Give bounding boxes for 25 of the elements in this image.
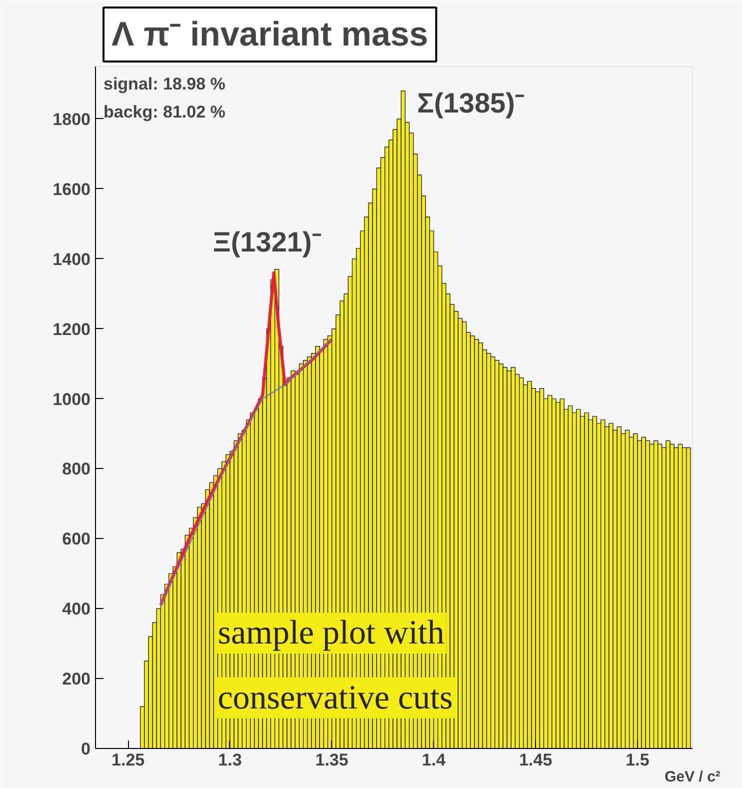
x-tick-label: 1.25 [112, 750, 145, 770]
line-series [160, 338, 332, 606]
y-tick-label: 800 [62, 460, 91, 479]
x-tick-label: 1.4 [422, 750, 446, 770]
annotation: conservative cuts [218, 679, 453, 716]
annotation: Σ(1385)⁻ [417, 87, 524, 118]
y-tick-label: 1600 [52, 180, 91, 199]
x-tick-label: 1.3 [218, 750, 242, 770]
y-tick-label: 1800 [52, 110, 91, 129]
annotation: signal: 18.98 % [104, 74, 226, 94]
x-axis-title: GeV / c² [664, 768, 720, 786]
annotation: sample plot with [218, 614, 444, 652]
y-tick-label: 1400 [52, 250, 91, 269]
x-tick-label: 1.45 [519, 750, 552, 770]
x-tick-label: 1.5 [626, 750, 650, 770]
y-tick-label: 1200 [52, 320, 91, 339]
y-tick-label: 200 [62, 670, 91, 689]
y-tick-label: 400 [62, 600, 91, 619]
annotation: Ξ(1321)⁻ [212, 226, 321, 258]
y-tick-label: 1000 [52, 390, 91, 409]
y-tick-label: 0 [81, 740, 91, 758]
x-tick-label: 1.35 [315, 750, 348, 770]
chart-title: Λ π⁻ invariant mass [112, 16, 428, 54]
y-tick-label: 600 [62, 530, 91, 549]
annotation: backg: 81.02 % [104, 102, 226, 122]
